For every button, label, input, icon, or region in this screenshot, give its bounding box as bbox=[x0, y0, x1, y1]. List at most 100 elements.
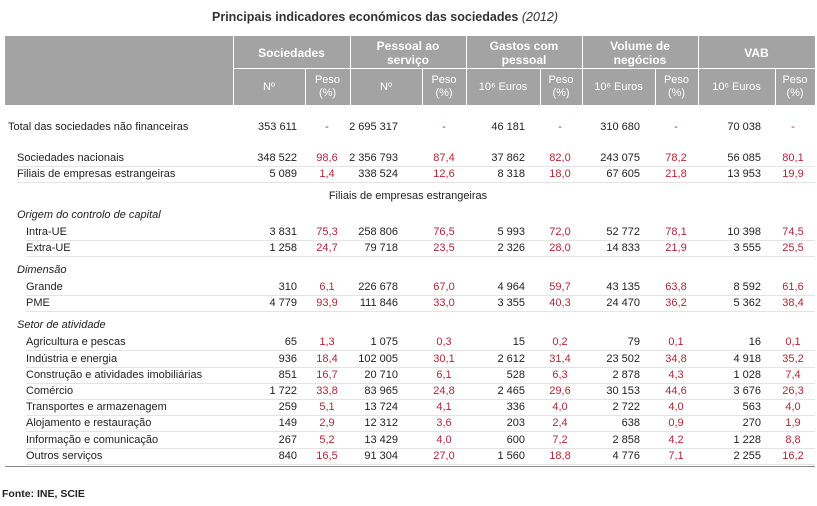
row-label: Extra-UE bbox=[26, 242, 71, 255]
cell-share: 33,8 bbox=[316, 385, 338, 397]
cell-share: 35,2 bbox=[782, 352, 804, 365]
cell-value: 30 153 bbox=[606, 385, 640, 397]
cell-value: 70 038 bbox=[727, 121, 761, 133]
row-label: Construção e atividades imobiliárias bbox=[26, 368, 203, 381]
cell-share: - bbox=[791, 121, 795, 133]
header-divider bbox=[233, 36, 234, 105]
cell-value: 43 135 bbox=[606, 281, 640, 294]
cell-value: 13 724 bbox=[364, 401, 398, 414]
cell-share: 16,7 bbox=[316, 368, 338, 381]
section-title: Setor de atividade bbox=[17, 319, 106, 332]
cell-share: - bbox=[442, 121, 446, 133]
cell-share: 82,0 bbox=[549, 152, 571, 164]
cell-value: 83 965 bbox=[364, 385, 398, 397]
header-divider bbox=[466, 36, 467, 105]
cell-value: 24 470 bbox=[606, 297, 640, 310]
sub-header: Peso (%) bbox=[431, 74, 457, 99]
cell-value: 3 676 bbox=[733, 385, 761, 397]
row-rule bbox=[26, 295, 815, 297]
cell-share: 61,6 bbox=[782, 281, 804, 294]
cell-value: 56 085 bbox=[727, 152, 761, 164]
cell-value: 4 779 bbox=[269, 297, 297, 310]
row-label: PME bbox=[26, 297, 50, 310]
cell-share: 8,8 bbox=[785, 433, 801, 446]
cell-share: 34,8 bbox=[665, 352, 687, 365]
cell-value: 336 bbox=[506, 401, 525, 414]
row-rule bbox=[26, 256, 815, 258]
cell-share: 0,2 bbox=[552, 336, 568, 349]
cell-value: 15 bbox=[512, 336, 525, 349]
cell-share: 0,3 bbox=[436, 336, 452, 349]
row-rule bbox=[26, 463, 815, 465]
cell-value: 600 bbox=[506, 433, 525, 446]
cell-share: 0,9 bbox=[668, 417, 684, 430]
cell-share: 21,9 bbox=[665, 242, 687, 255]
table-bottom-rule bbox=[5, 466, 815, 467]
cell-share: 7,4 bbox=[785, 368, 801, 381]
cell-value: 5 089 bbox=[269, 168, 297, 180]
cell-value: 638 bbox=[621, 417, 640, 430]
section-title: Dimensão bbox=[17, 264, 67, 277]
cell-share: 12,6 bbox=[433, 168, 455, 180]
sub-header: 10⁶ Euros bbox=[712, 80, 761, 93]
header-band bbox=[5, 36, 815, 105]
cell-share: 24,8 bbox=[433, 385, 455, 397]
cell-value: 5 993 bbox=[497, 226, 525, 238]
row-rule bbox=[17, 166, 815, 167]
cell-share: 18,0 bbox=[549, 168, 571, 180]
cell-share: 7,1 bbox=[668, 449, 684, 462]
cell-share: 28,0 bbox=[549, 242, 571, 255]
row-rule bbox=[26, 399, 815, 400]
title-year: (2012) bbox=[521, 10, 558, 24]
cell-share: 63,8 bbox=[665, 281, 687, 294]
cell-value: 270 bbox=[742, 417, 761, 430]
cell-value: 4 964 bbox=[497, 281, 525, 294]
cell-share: 2,4 bbox=[552, 417, 568, 430]
cell-share: 0,1 bbox=[668, 336, 684, 349]
cell-value: 149 bbox=[278, 417, 297, 430]
sub-header: Peso (%) bbox=[314, 74, 341, 99]
cell-share: 26,3 bbox=[782, 385, 804, 397]
cell-value: 5 362 bbox=[733, 297, 761, 310]
cell-value: 20 710 bbox=[364, 368, 398, 381]
cell-value: 10 398 bbox=[727, 226, 761, 238]
cell-share: 4,2 bbox=[668, 433, 684, 446]
cell-value: 23 502 bbox=[606, 352, 640, 365]
cell-share: 18,8 bbox=[549, 449, 571, 462]
cell-share: 5,2 bbox=[319, 433, 335, 446]
cell-share: 67,0 bbox=[433, 281, 455, 294]
cell-share: 19,9 bbox=[782, 168, 804, 180]
row-label: Alojamento e restauração bbox=[26, 417, 152, 430]
cell-share: 7,2 bbox=[552, 433, 568, 446]
header-divider bbox=[582, 36, 583, 105]
row-label: Agricultura e pescas bbox=[26, 336, 126, 349]
cell-value: 3 831 bbox=[269, 226, 297, 238]
row-rule bbox=[26, 350, 815, 352]
sub-header: 10⁶ Euros bbox=[478, 80, 528, 93]
cell-value: 840 bbox=[278, 449, 297, 462]
cell-share: 87,4 bbox=[433, 152, 455, 164]
cell-value: 1 028 bbox=[733, 368, 761, 381]
cell-share: 59,7 bbox=[549, 281, 571, 294]
row-label: Informação e comunicação bbox=[26, 433, 159, 446]
row-label: Transportes e armazenagem bbox=[26, 401, 167, 414]
cell-value: 2 722 bbox=[612, 401, 640, 414]
cell-value: 1 075 bbox=[370, 336, 398, 349]
cell-value: 3 555 bbox=[733, 242, 761, 255]
cell-value: 13 953 bbox=[727, 168, 761, 180]
cell-share: 29,6 bbox=[549, 385, 571, 397]
cell-share: 44,6 bbox=[665, 385, 687, 397]
cell-share: 4,0 bbox=[668, 401, 684, 414]
source: Fonte: INE, SCIE bbox=[2, 488, 85, 500]
title: Principais indicadores económicos das so… bbox=[212, 10, 519, 24]
cell-value: 1 722 bbox=[269, 385, 297, 397]
cell-share: 78,2 bbox=[665, 152, 687, 164]
cell-share: 4,0 bbox=[436, 433, 452, 446]
sub-header: 10⁶ Euros bbox=[594, 80, 643, 93]
cell-share: 40,3 bbox=[549, 297, 571, 310]
cell-value: 16 bbox=[748, 336, 761, 349]
row-label: Intra-UE bbox=[26, 226, 67, 238]
cell-value: 79 718 bbox=[364, 242, 398, 255]
cell-share: - bbox=[558, 121, 562, 133]
cell-value: 2 465 bbox=[497, 385, 525, 397]
